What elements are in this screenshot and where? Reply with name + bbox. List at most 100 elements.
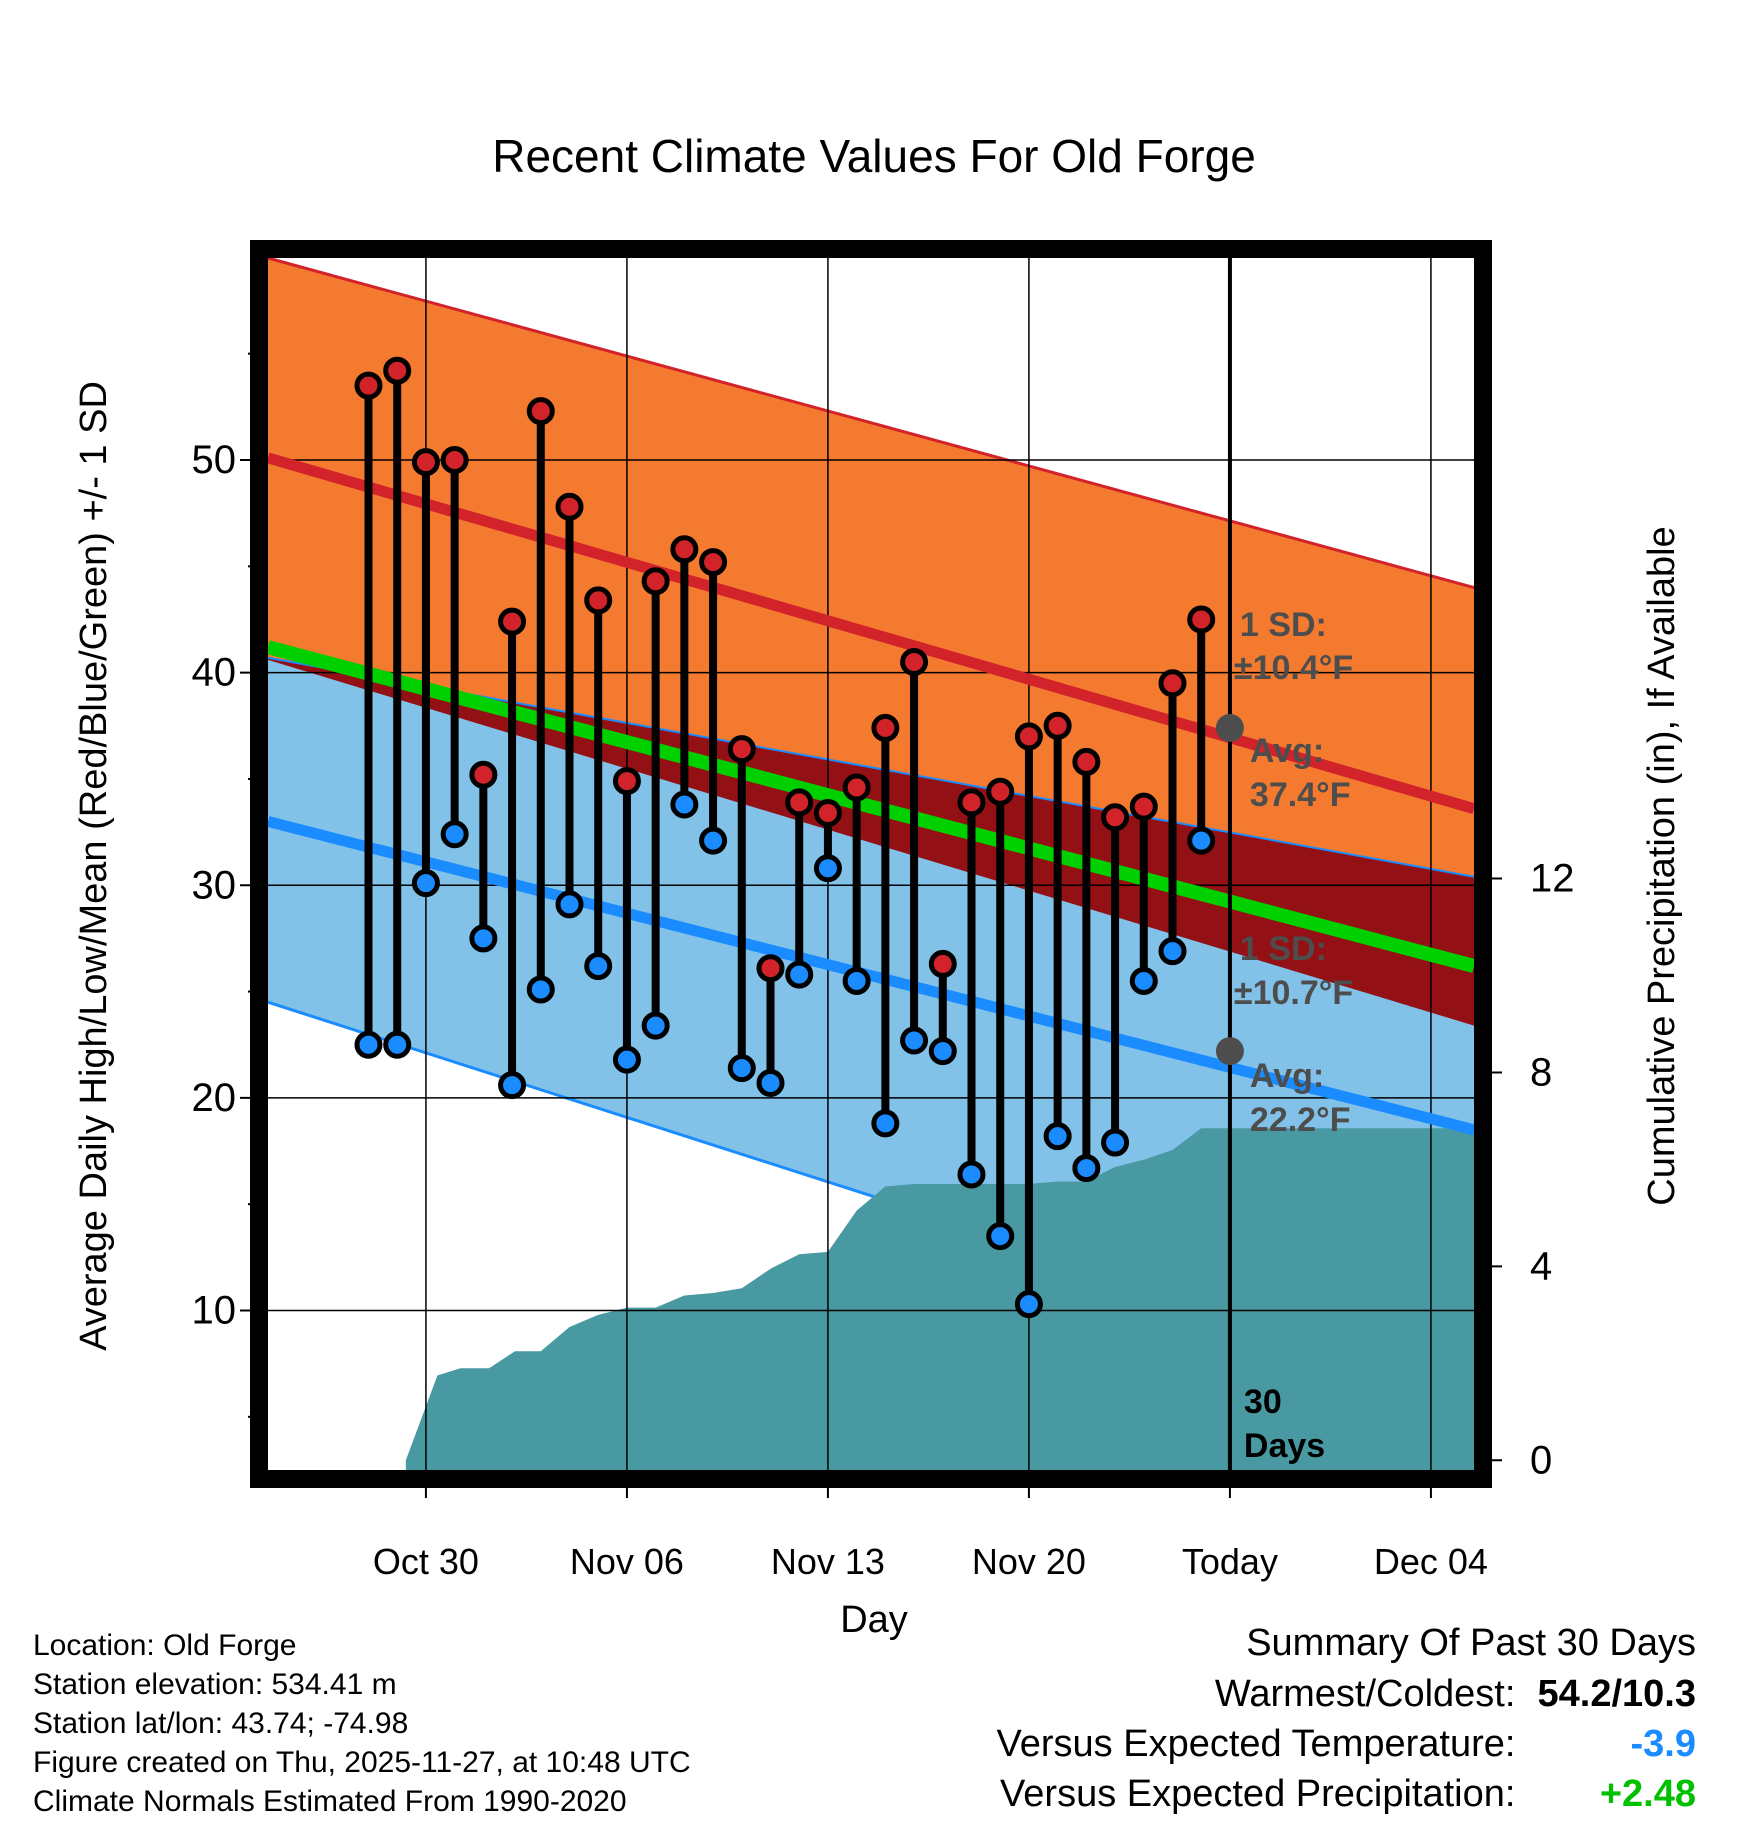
low-sd-label: 1 SD: xyxy=(1240,930,1327,968)
high-point xyxy=(526,397,555,426)
high-point xyxy=(1129,792,1158,821)
y-tick-label: 50 xyxy=(192,438,237,482)
y2-tick-label: 8 xyxy=(1530,1050,1552,1094)
summary-title: Summary Of Past 30 Days xyxy=(1246,1622,1696,1664)
low-point xyxy=(498,1071,527,1100)
low-avg-line xyxy=(266,816,1476,1136)
low-point xyxy=(871,1109,900,1138)
low-point xyxy=(1129,966,1158,995)
high-point xyxy=(1158,669,1187,698)
x-tick-label: Nov 13 xyxy=(771,1541,885,1582)
low-point xyxy=(756,1069,785,1098)
low-point xyxy=(1158,937,1187,966)
low-avg-today-point xyxy=(1215,1037,1244,1066)
high-point xyxy=(411,448,440,477)
low-point xyxy=(1187,826,1216,855)
y-tick-label: 40 xyxy=(192,651,237,695)
low-avg-value: 22.2°F xyxy=(1250,1101,1351,1139)
summary-warmest-value: 54.2/10.3 xyxy=(1537,1673,1696,1715)
high-point xyxy=(813,798,842,827)
high-point xyxy=(670,535,699,564)
low-avg-label: Avg: xyxy=(1250,1057,1324,1095)
summary-temp-label: Versus Expected Temperature: xyxy=(996,1723,1516,1765)
high-sd-value: ±10.4°F xyxy=(1234,649,1353,687)
high-point xyxy=(440,446,469,474)
low-point xyxy=(900,1026,929,1055)
summary-precip-row: Versus Expected Precipitation: +2.48 xyxy=(1000,1769,1696,1819)
low-point xyxy=(1043,1122,1072,1151)
high-point xyxy=(756,954,785,983)
x-tick-label: Nov 20 xyxy=(972,1541,1086,1582)
low-point xyxy=(1014,1290,1043,1319)
high-point xyxy=(785,788,814,817)
high-point xyxy=(1101,803,1130,832)
high-point xyxy=(555,492,584,521)
y2-axis-label: Cumulative Precipitation (in), If Availa… xyxy=(1641,526,1683,1205)
high-point xyxy=(900,648,929,676)
low-point xyxy=(1072,1154,1101,1183)
low-point xyxy=(842,966,871,995)
summary-temp-row: Versus Expected Temperature: -3.9 xyxy=(997,1719,1696,1769)
low-point xyxy=(612,1045,641,1074)
low-point xyxy=(526,975,555,1004)
summary-temp-value: -3.9 xyxy=(1630,1723,1696,1765)
high-point xyxy=(957,788,986,817)
low-point xyxy=(727,1054,756,1083)
low-point xyxy=(670,790,699,819)
summary-precip-value: +2.48 xyxy=(1599,1773,1696,1815)
low-point xyxy=(986,1222,1015,1251)
footer-elevation: Station elevation: 534.41 m xyxy=(33,1668,397,1701)
low-point xyxy=(1101,1128,1130,1157)
low-point xyxy=(957,1160,986,1189)
summary-warmest-row: Warmest/Coldest: 54.2/10.3 xyxy=(1215,1669,1696,1719)
high-upper-edge xyxy=(267,256,1475,590)
low-sd-value: ±10.7°F xyxy=(1234,974,1353,1012)
high-point xyxy=(699,548,728,577)
high-point xyxy=(641,567,670,596)
high-sd-label: 1 SD: xyxy=(1240,606,1327,644)
high-avg-line xyxy=(266,452,1476,814)
low-point xyxy=(641,1011,670,1040)
high-point xyxy=(469,760,498,789)
summary-precip-label: Versus Expected Precipitation: xyxy=(1000,1773,1516,1815)
low-point xyxy=(469,924,498,953)
low-point xyxy=(785,960,814,989)
high-point xyxy=(383,356,412,385)
high-point xyxy=(612,767,641,796)
days-text: Days xyxy=(1244,1427,1325,1465)
high-point xyxy=(1072,747,1101,776)
high-point xyxy=(871,713,900,742)
high-point xyxy=(498,607,527,636)
low-point xyxy=(411,869,440,898)
days-count: 30 xyxy=(1244,1383,1282,1421)
high-point xyxy=(928,949,957,978)
high-point xyxy=(986,777,1015,806)
chart-title: Recent Climate Values For Old Forge xyxy=(492,130,1256,182)
high-point xyxy=(1187,605,1216,634)
low-point xyxy=(354,1030,383,1059)
low-point xyxy=(555,890,584,919)
footer-location: Location: Old Forge xyxy=(33,1629,297,1662)
high-avg-today-point xyxy=(1215,713,1244,742)
y-tick-label: 30 xyxy=(192,863,237,907)
high-point xyxy=(842,773,871,802)
y2-tick-label: 4 xyxy=(1530,1244,1552,1288)
high-point xyxy=(354,371,383,400)
plot-content: 1 SD: ±10.4°F Avg: 37.4°F 1 SD: ±10.7°F Avg: 22… xyxy=(266,256,1476,1470)
low-point xyxy=(584,952,613,981)
x-tick-label: Dec 04 xyxy=(1374,1541,1488,1582)
footer-latlon: Station lat/lon: 43.74; -74.98 xyxy=(33,1707,409,1740)
high-point xyxy=(584,586,613,615)
x-tick-label: Oct 30 xyxy=(373,1541,479,1582)
x-axis-label: Day xyxy=(840,1599,908,1641)
y-tick-label: 10 xyxy=(192,1289,237,1333)
mean-avg-line xyxy=(266,640,1476,973)
y-axis-label: Average Daily High/Low/Mean (Red/Blue/Gr… xyxy=(73,381,115,1351)
footer-created: Figure created on Thu, 2025-11-27, at 10… xyxy=(33,1746,691,1779)
low-point xyxy=(928,1037,957,1066)
summary-warmest-label: Warmest/Coldest: xyxy=(1214,1673,1516,1715)
high-avg-value: 37.4°F xyxy=(1250,776,1351,814)
footer-normals: Climate Normals Estimated From 1990-2020 xyxy=(33,1785,627,1818)
high-point xyxy=(727,735,756,764)
